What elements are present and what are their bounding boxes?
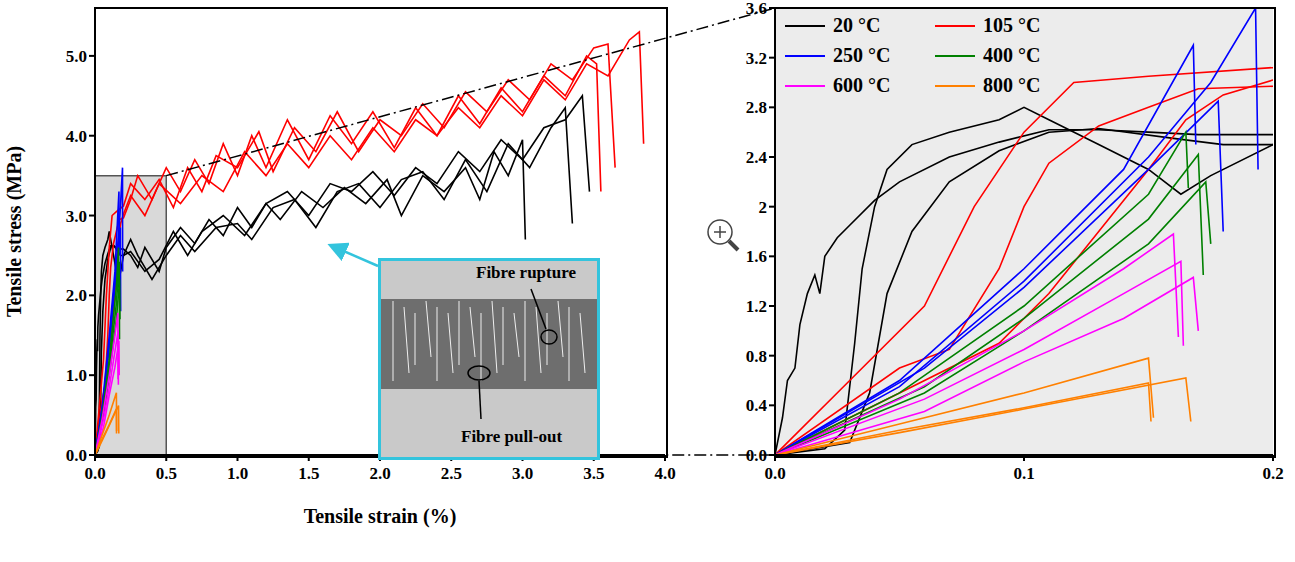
svg-text:5.0: 5.0 [66, 47, 87, 66]
svg-text:0.0: 0.0 [746, 446, 767, 465]
svg-text:1.2: 1.2 [746, 297, 767, 316]
html-text:Fibre rupture: Fibre rupture [476, 263, 576, 282]
svg-text:2.5: 2.5 [441, 464, 462, 483]
svg-text:1.0: 1.0 [66, 366, 87, 385]
svg-text:3.6: 3.6 [746, 0, 767, 18]
svg-text:0.8: 0.8 [746, 347, 767, 366]
svg-text:0.5: 0.5 [156, 464, 177, 483]
svg-text:4.0: 4.0 [66, 127, 87, 146]
svg-text:1.5: 1.5 [298, 464, 319, 483]
svg-text:Tensile strain (%): Tensile strain (%) [304, 505, 457, 528]
svg-text:3.0: 3.0 [66, 207, 87, 226]
svg-text:0.1: 0.1 [1013, 464, 1034, 483]
html-text:800 °C: 800 °C [983, 74, 1041, 96]
html-text:Fibre pull-out: Fibre pull-out [461, 427, 563, 446]
svg-text:3.2: 3.2 [746, 49, 767, 68]
svg-text:2.4: 2.4 [746, 148, 768, 167]
svg-text:0.0: 0.0 [84, 464, 105, 483]
html-text:250 °C: 250 °C [833, 44, 891, 66]
svg-text:3.0: 3.0 [512, 464, 533, 483]
svg-text:Tensile stress (MPa): Tensile stress (MPa) [3, 146, 26, 317]
html-text:400 °C: 400 °C [983, 44, 1041, 66]
svg-text:1.6: 1.6 [746, 247, 767, 266]
svg-text:0.0: 0.0 [66, 446, 87, 465]
svg-text:2.8: 2.8 [746, 98, 767, 117]
svg-text:0.2: 0.2 [1262, 464, 1283, 483]
svg-text:0.0: 0.0 [764, 464, 785, 483]
html-text:20 °C: 20 °C [833, 14, 881, 36]
svg-text:0.4: 0.4 [746, 396, 768, 415]
svg-text:2: 2 [759, 198, 768, 217]
svg-text:4.0: 4.0 [654, 464, 675, 483]
svg-text:2.0: 2.0 [369, 464, 390, 483]
svg-text:1.0: 1.0 [227, 464, 248, 483]
svg-text:2.0: 2.0 [66, 286, 87, 305]
html-text:105 °C: 105 °C [983, 14, 1041, 36]
svg-text:3.5: 3.5 [583, 464, 604, 483]
html-text:600 °C: 600 °C [833, 74, 891, 96]
